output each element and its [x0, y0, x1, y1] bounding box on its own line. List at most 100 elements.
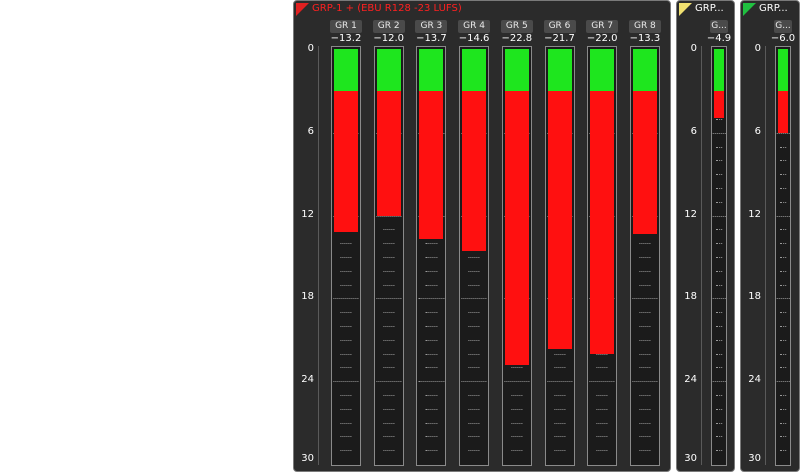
meter-graduation	[780, 146, 786, 148]
gain-reduction-meter	[775, 46, 791, 466]
meter-graduation	[716, 408, 722, 410]
meter-graduation	[340, 339, 352, 341]
channel-value: −22.0	[586, 33, 618, 44]
channel-label: G...	[774, 20, 792, 33]
meter-graduation	[639, 284, 651, 286]
meter-graduation	[639, 270, 651, 272]
scale-line	[765, 46, 766, 465]
channel-value: −13.3	[629, 33, 661, 44]
meter-graduation	[383, 450, 395, 452]
meter-graduation	[553, 353, 566, 355]
meter-graduation	[780, 353, 786, 355]
meter-red-segment	[462, 91, 487, 252]
meter-graduation	[383, 422, 395, 424]
meter-graduation	[504, 381, 530, 383]
group-marker-icon	[743, 3, 756, 16]
gain-reduction-meter	[373, 46, 404, 466]
group-title: GRP...	[695, 3, 724, 14]
meter-graduation	[712, 215, 726, 217]
meter-graduation	[780, 395, 786, 396]
meter-graduation	[716, 422, 722, 424]
scale-tick-label: 12	[748, 208, 761, 220]
meter-graduation	[716, 326, 722, 327]
scale-tick-label: 12	[301, 208, 314, 220]
group-panel-grp2: GRP... 0 6 12 18 24 30 G... −4.9	[676, 0, 735, 472]
meter-green-segment	[334, 49, 358, 92]
meter-graduation	[596, 395, 608, 396]
meter-green-segment	[547, 49, 572, 92]
meter-graduation	[712, 298, 726, 300]
channel-label: GR 3	[415, 20, 448, 33]
gain-reduction-meter	[587, 46, 618, 466]
scale-tick-label: 0	[754, 43, 761, 54]
meter-graduation	[780, 339, 786, 341]
meter-graduation	[780, 422, 786, 424]
meter-graduation	[425, 408, 437, 410]
channel-value: −4.9	[706, 33, 732, 44]
meter-graduation	[639, 326, 651, 327]
channel-label: GR 4	[458, 20, 491, 33]
meter-graduation	[468, 257, 480, 258]
meter-graduation	[340, 257, 352, 258]
meter-graduation	[511, 422, 523, 424]
meter-graduation	[553, 408, 566, 410]
meter-green-segment	[419, 49, 444, 92]
meter-graduation	[716, 450, 722, 452]
meter-graduation	[596, 436, 608, 438]
meter-graduation	[716, 395, 722, 396]
meter-red-segment	[714, 91, 724, 118]
meter-graduation	[780, 408, 786, 410]
gain-reduction-meter	[711, 46, 727, 466]
group-panel-grp1: GRP-1 + (EBU R128 -23 LUFS) 0 6 12 18 24 30 G…	[293, 0, 671, 472]
meter-graduation	[383, 284, 395, 286]
meter-graduation	[383, 270, 395, 272]
channel-value: −22.8	[501, 33, 533, 44]
meter-graduation	[716, 160, 722, 162]
meter-graduation	[553, 450, 566, 452]
meter-graduation	[340, 326, 352, 327]
meter-graduation	[553, 367, 566, 369]
gain-reduction-meter	[501, 46, 532, 466]
meter-graduation	[376, 298, 402, 300]
meter-graduation	[776, 298, 790, 300]
meter-graduation	[468, 422, 480, 424]
gain-reduction-meter	[629, 46, 660, 466]
meter-graduation	[468, 395, 480, 396]
meter-red-segment	[590, 91, 615, 354]
meter-graduation	[716, 119, 722, 120]
meter-green-segment	[376, 49, 401, 92]
scale-tick-label: 6	[754, 125, 761, 137]
channel-label: G...	[710, 20, 728, 33]
scale-tick-label: 30	[748, 453, 761, 464]
meter-graduation	[639, 353, 651, 355]
meter-graduation	[333, 381, 359, 383]
meter-red-segment	[778, 91, 788, 133]
meter-red-segment	[334, 91, 358, 233]
channel-value: −13.7	[416, 33, 447, 44]
meter-graduation	[383, 367, 395, 369]
channel-label: GR 1	[330, 20, 362, 33]
meter-graduation	[511, 367, 523, 369]
meter-graduation	[780, 201, 786, 203]
meter-green-segment	[504, 49, 529, 92]
meter-graduation	[425, 395, 437, 396]
meter-graduation	[596, 450, 608, 452]
channel-label: GR 6	[543, 20, 576, 33]
meter-graduation	[461, 298, 487, 300]
meter-graduation	[780, 367, 786, 369]
meter-graduation	[340, 353, 352, 355]
meter-graduation	[340, 270, 352, 272]
meter-graduation	[468, 353, 480, 355]
meter-red-segment	[504, 91, 529, 365]
meter-graduation	[383, 353, 395, 355]
meter-graduation	[632, 381, 658, 383]
meter-graduation	[553, 436, 566, 438]
meter-graduation	[376, 381, 402, 383]
meter-graduation	[596, 367, 608, 369]
meter-red-segment	[632, 91, 657, 234]
meter-graduation	[425, 436, 437, 438]
meter-graduation	[511, 436, 523, 438]
scale-tick-label: 18	[301, 291, 314, 303]
meter-graduation	[639, 312, 651, 314]
channel-value: −12.0	[373, 33, 405, 44]
